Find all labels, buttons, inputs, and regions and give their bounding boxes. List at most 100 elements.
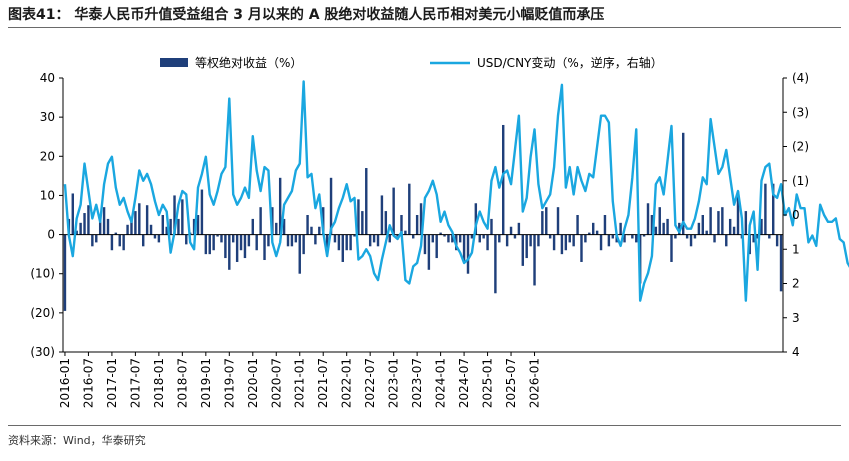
bar-6	[87, 205, 90, 235]
bar-40	[220, 234, 223, 243]
bar-95	[435, 234, 438, 259]
source-note: 资料来源：Wind，华泰研究	[8, 434, 146, 447]
bar-108	[486, 234, 489, 251]
bar-137	[599, 234, 603, 251]
bar-82	[384, 211, 388, 235]
bar-48	[251, 218, 254, 235]
bar-136	[595, 230, 599, 235]
bar-74	[353, 234, 356, 237]
bar-57	[286, 234, 290, 247]
bar-126	[556, 207, 560, 235]
bar-39	[216, 234, 219, 237]
bar-58	[290, 234, 294, 247]
bar-73	[349, 234, 352, 251]
x-tick-label-19: 2025-07	[504, 358, 518, 408]
bar-84	[392, 187, 395, 235]
bar-120	[533, 234, 536, 286]
bar-102	[462, 234, 466, 262]
legend-line-label: USD/CNY变动（%，逆序，右轴）	[477, 55, 663, 70]
bar-56	[282, 218, 286, 235]
bar-150	[650, 215, 654, 235]
bar-148	[642, 234, 646, 237]
bar-21	[145, 205, 149, 235]
x-tick-label-10: 2021-01	[293, 358, 307, 408]
right-tick-label-7: 3	[792, 311, 800, 325]
bar-151	[654, 226, 658, 235]
bar-70	[337, 234, 341, 251]
bar-166	[713, 234, 716, 243]
bar-97	[443, 234, 446, 237]
bar-64	[314, 234, 317, 245]
bar-122	[541, 211, 544, 235]
bar-98	[447, 234, 450, 243]
bar-0	[63, 234, 67, 311]
usdcny-line	[63, 80, 849, 302]
bar-163	[701, 215, 704, 235]
x-tick-label-7: 2019-07	[222, 358, 236, 408]
bar-60	[298, 234, 301, 274]
x-tick-label-0: 2016-01	[58, 358, 72, 408]
bar-16	[126, 224, 129, 235]
bar-69	[333, 234, 337, 243]
right-tick-label-1: (3)	[792, 105, 809, 119]
bar-117	[521, 234, 524, 266]
bar-52	[267, 234, 270, 247]
left-tick-label-6: (20)	[30, 306, 55, 320]
axes: 40 30 20 10 0 (10) (20) (30) (4) (3) (2) (1) 0 1 2 3 4 20…	[30, 71, 809, 408]
left-tick-label-4: 0	[47, 228, 55, 242]
bar-13	[114, 232, 118, 235]
x-tick-label-15: 2023-07	[410, 358, 424, 408]
bar-93	[427, 234, 431, 270]
bar-76	[361, 211, 364, 235]
x-tick-label-17: 2024-07	[457, 358, 471, 408]
bar-112	[502, 124, 505, 235]
bar-119	[529, 234, 532, 247]
chart-title: 图表41： 华泰人民币升值受益组合 3 月以来的 A 股绝对收益随人民币相对美元…	[8, 7, 605, 23]
bar-65	[318, 226, 321, 235]
right-tick-label-2: (2)	[792, 140, 809, 154]
footer-rule	[8, 425, 841, 426]
line-series	[63, 80, 849, 302]
bar-26	[165, 226, 168, 235]
bar-75	[357, 199, 360, 235]
bar-170	[728, 218, 732, 235]
bar-19	[138, 203, 141, 235]
bar-104	[470, 234, 474, 239]
bar-182	[775, 234, 779, 247]
bar-24	[157, 234, 161, 243]
bar-49	[255, 234, 258, 251]
bar-171	[732, 226, 736, 235]
bar-15	[122, 234, 125, 251]
bar-90	[415, 215, 419, 235]
bar-2	[71, 193, 74, 235]
bar-55	[278, 177, 282, 235]
bar-38	[212, 234, 215, 251]
bar-139	[607, 234, 611, 247]
bar-103	[466, 234, 470, 274]
bar-63	[310, 226, 313, 235]
x-tick-label-20: 2026-01	[528, 358, 542, 408]
bar-36	[204, 234, 208, 255]
bar-158	[682, 132, 685, 235]
bar-179	[764, 183, 767, 235]
bar-23	[153, 234, 157, 239]
bar-121	[537, 234, 540, 247]
right-tick-label-8: 4	[792, 345, 800, 359]
bar-115	[513, 234, 517, 239]
bar-113	[505, 234, 509, 247]
bar-101	[458, 234, 462, 243]
bar-99	[451, 234, 454, 243]
bar-178	[760, 218, 763, 235]
bar-164	[705, 230, 708, 235]
bar-130	[572, 234, 575, 247]
bar-123	[545, 207, 548, 235]
bar-25	[161, 215, 164, 235]
x-tick-label-18: 2025-01	[481, 358, 495, 408]
bar-3	[75, 230, 78, 235]
bar-105	[474, 203, 478, 235]
bar-109	[490, 218, 493, 235]
bar-92	[423, 234, 427, 255]
x-tick-label-3: 2017-07	[128, 358, 142, 408]
bar-124	[548, 234, 552, 239]
